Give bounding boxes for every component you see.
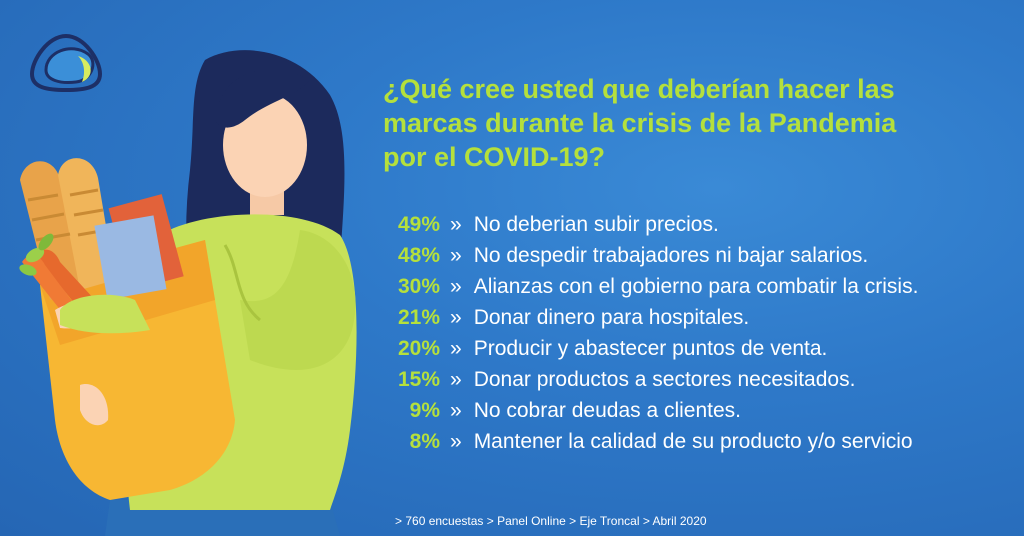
chevron-separator: » — [450, 213, 462, 236]
chevron-separator: » — [450, 430, 462, 453]
result-row: 9% » No cobrar deudas a clientes. — [378, 399, 918, 430]
result-label: Donar dinero para hospitales. — [473, 306, 750, 329]
results-list: 49% » No deberian subir precios. 48% » N… — [378, 213, 918, 461]
chevron-separator: » — [450, 275, 462, 298]
source-footnote: > 760 encuestas > Panel Online > Eje Tro… — [395, 514, 707, 528]
result-label: Mantener la calidad de su producto y/o s… — [473, 430, 913, 453]
result-row: 48% » No despedir trabajadores ni bajar … — [378, 244, 918, 275]
result-percent: 48% — [397, 244, 440, 267]
result-percent: 9% — [409, 399, 440, 422]
result-percent: 30% — [397, 275, 440, 298]
result-row: 20% » Producir y abastecer puntos de ven… — [378, 337, 918, 368]
chevron-separator: » — [450, 306, 462, 329]
result-percent: 49% — [397, 213, 440, 236]
result-percent: 20% — [397, 337, 440, 360]
result-row: 15% » Donar productos a sectores necesit… — [378, 368, 918, 399]
chevron-separator: » — [450, 244, 462, 267]
result-label: Producir y abastecer puntos de venta. — [473, 337, 828, 360]
result-percent: 21% — [397, 306, 440, 329]
chevron-separator: » — [450, 368, 462, 391]
result-label: No deberian subir precios. — [473, 213, 719, 236]
result-label: Donar productos a sectores necesitados. — [473, 368, 856, 391]
chevron-separator: » — [450, 399, 462, 422]
result-percent: 8% — [409, 430, 440, 453]
woman-with-grocery-bag-illustration — [19, 50, 357, 536]
result-label: No cobrar deudas a clientes. — [473, 399, 742, 422]
survey-question: ¿Qué cree usted que deberían hacer las m… — [383, 74, 897, 172]
chevron-separator: » — [450, 337, 462, 360]
logo-icon — [29, 33, 103, 93]
result-row: 49% » No deberian subir precios. — [378, 213, 918, 244]
result-row: 30% » Alianzas con el gobierno para comb… — [378, 275, 918, 306]
result-label: No despedir trabajadores ni bajar salari… — [473, 244, 869, 267]
result-label: Alianzas con el gobierno para combatir l… — [473, 275, 919, 298]
result-percent: 15% — [397, 368, 440, 391]
result-row: 21% » Donar dinero para hospitales. — [378, 306, 918, 337]
result-row: 8% » Mantener la calidad de su producto … — [378, 430, 918, 461]
